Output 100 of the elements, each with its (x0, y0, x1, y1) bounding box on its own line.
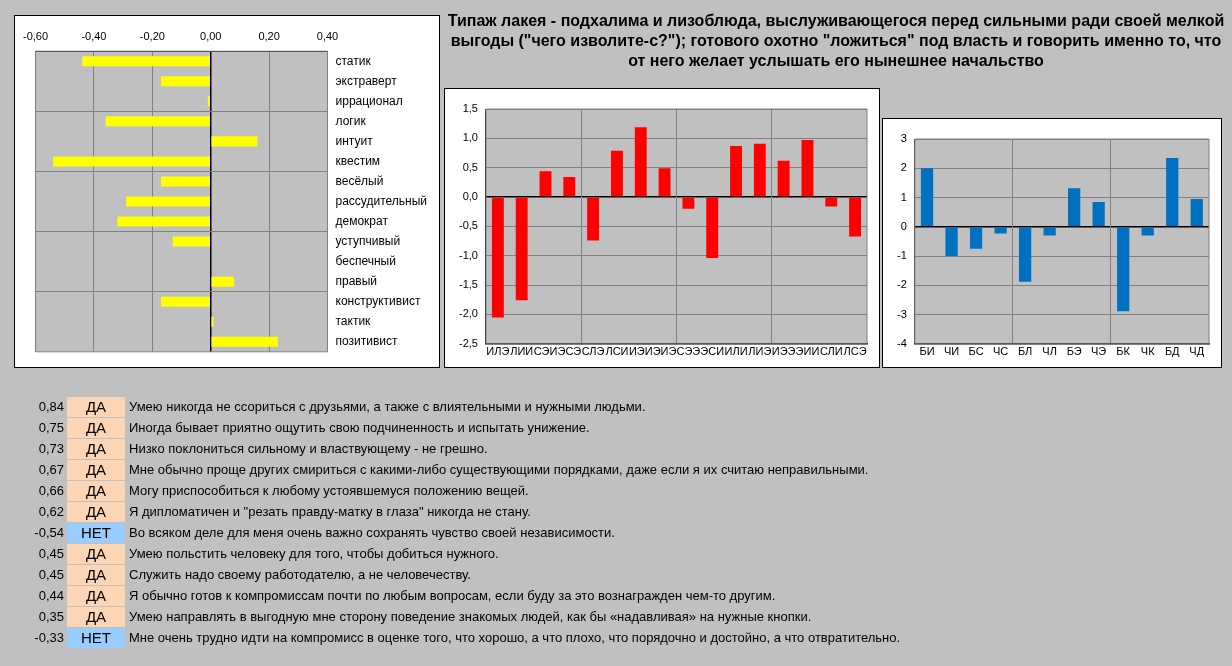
category-label: Умею польстить человеку для того, чтобы добиться нужного. (128, 546, 499, 561)
y-tick-label: позитивист (335, 334, 399, 349)
x-tick-label: ЛИЭ (748, 345, 772, 358)
text: ДА (67, 396, 125, 417)
y-tick-label: -1 (897, 249, 907, 262)
bar (126, 196, 210, 207)
x-tick-label: ЧИ (943, 345, 960, 358)
data-label: 0,44 (37, 588, 65, 603)
x-tick-label: СЭИ (533, 345, 558, 358)
y-tick-label: весёлый (335, 173, 384, 188)
x-tick-label: БК (1116, 345, 1131, 358)
y-tick-label: -0,5 (458, 219, 478, 232)
y-tick-label: 0 (900, 219, 907, 232)
y-tick-label: 2 (900, 161, 907, 174)
category-label: Умею направлять в выгодную мне сторону поведение знакомых людей, как бы «надавливая» на нужные кнопки. (128, 609, 812, 624)
bar (849, 197, 862, 237)
x-tick-label: ЧЛ (1042, 345, 1057, 358)
text: ДА (67, 606, 125, 627)
data-label: 0,75 (37, 420, 65, 435)
y-tick-label: интуит (335, 133, 374, 148)
y-tick-label: демократ (335, 213, 389, 228)
x-tick-label: СЛИ (819, 345, 843, 358)
bar (945, 227, 958, 257)
x-tick-label: БЛ (1017, 345, 1033, 358)
bar (969, 227, 983, 249)
bar (211, 316, 214, 327)
x-tick-label: ИЛИ (724, 345, 748, 358)
x-tick-label: ИЭЭ (771, 345, 796, 358)
bar (161, 176, 210, 187)
bar (211, 276, 235, 287)
x-tick-label: БИ (919, 345, 935, 358)
y-tick-label: 1 (900, 190, 907, 203)
y-tick-label: тактик (335, 314, 372, 329)
x-tick-label: ЛСЭ (843, 345, 867, 358)
bar (730, 145, 742, 197)
bar (161, 296, 210, 307)
bar (1190, 198, 1203, 227)
text: ДА (67, 480, 125, 501)
text: НЕТ (67, 522, 125, 543)
x-tick-label: ИЛЭ (486, 345, 510, 358)
y-tick-label: -1,5 (458, 278, 478, 291)
bar (920, 168, 934, 227)
data-label: 0,73 (37, 441, 65, 456)
text: ДА (67, 459, 125, 480)
chart-title: Типаж лакея - подхалима и лизоблюда, выслуживающегося перед сильными ради своей мелкой выгоды ("чего изволите-с?"); готового охотно "ложиться" под власть и говорить именно то, что от него желает услышать его нынешнее начальство (446, 11, 1226, 71)
bar (634, 127, 647, 197)
category-label: Мне обычно проще других смириться с какими-либо существующими порядками, даже если я их считаю неправильными. (128, 462, 869, 477)
data-label: 0,84 (37, 399, 65, 414)
bar (161, 76, 210, 87)
y-tick-label: рассудительный (335, 193, 427, 208)
data-label: 0,67 (37, 462, 65, 477)
bar (801, 140, 814, 197)
x-tick-label: ЧК (1140, 345, 1156, 358)
bar (1117, 227, 1130, 312)
bar (706, 197, 719, 259)
bar (1018, 227, 1032, 282)
text: ДА (67, 438, 125, 459)
bar (1043, 227, 1056, 236)
text: ДА (67, 564, 125, 585)
x-tick-label: СЛЭ (581, 345, 605, 358)
category-label: Служить надо своему работодателю, а не человечеству. (128, 567, 471, 582)
y-tick-label: правый (335, 273, 378, 288)
data-label: 0,35 (37, 609, 65, 624)
bar (1141, 227, 1154, 236)
y-tick-label: конструктивист (335, 294, 421, 309)
bar (777, 160, 790, 197)
x-tick-label: ЧЭ (1091, 345, 1107, 358)
x-tick-label: ИЭИ (628, 345, 653, 358)
bar (491, 197, 504, 318)
x-tick-label: 0,20 (258, 29, 280, 42)
x-tick-label: ЛСИ (605, 345, 629, 358)
bar (117, 216, 210, 227)
data-label: 0,45 (37, 546, 65, 561)
x-tick-label: ЭСЭ (557, 345, 582, 358)
y-tick-label: уступчивый (335, 233, 401, 248)
bar (53, 156, 210, 167)
bar (211, 136, 258, 147)
bar (994, 227, 1007, 234)
bar (1068, 188, 1081, 227)
category-label: Иногда бывает приятно ощутить свою подчиненность и испытать унижение. (128, 420, 590, 435)
y-tick-label: логик (335, 113, 367, 128)
bar (587, 197, 600, 241)
bar (658, 168, 671, 197)
category-label: Я обычно готов к компромиссам почти по любым вопросам, если буду за это вознагражден чем-то другим. (128, 588, 776, 603)
bar (753, 143, 766, 197)
y-tick-label: 0,5 (462, 160, 478, 173)
bar (610, 150, 623, 197)
x-tick-label: БС (968, 345, 984, 358)
y-tick-label: -3 (897, 307, 907, 320)
bar (1166, 158, 1179, 227)
x-tick-label: -0,60 (23, 29, 49, 42)
bar (207, 96, 210, 107)
y-tick-label: иррационал (335, 93, 403, 108)
x-tick-label: 0,00 (200, 29, 222, 42)
x-tick-label: ЭИЭ (652, 345, 677, 358)
bar (563, 177, 576, 197)
y-tick-label: экстраверт (335, 73, 398, 88)
data-label: 0,66 (37, 483, 65, 498)
y-tick-label: беспечный (335, 253, 396, 268)
bar (825, 197, 838, 207)
